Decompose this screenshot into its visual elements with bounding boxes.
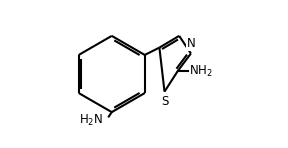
Text: N: N (187, 37, 195, 50)
Text: H$_2$N: H$_2$N (79, 113, 103, 128)
Text: S: S (161, 95, 168, 108)
Text: NH$_2$: NH$_2$ (190, 63, 213, 79)
